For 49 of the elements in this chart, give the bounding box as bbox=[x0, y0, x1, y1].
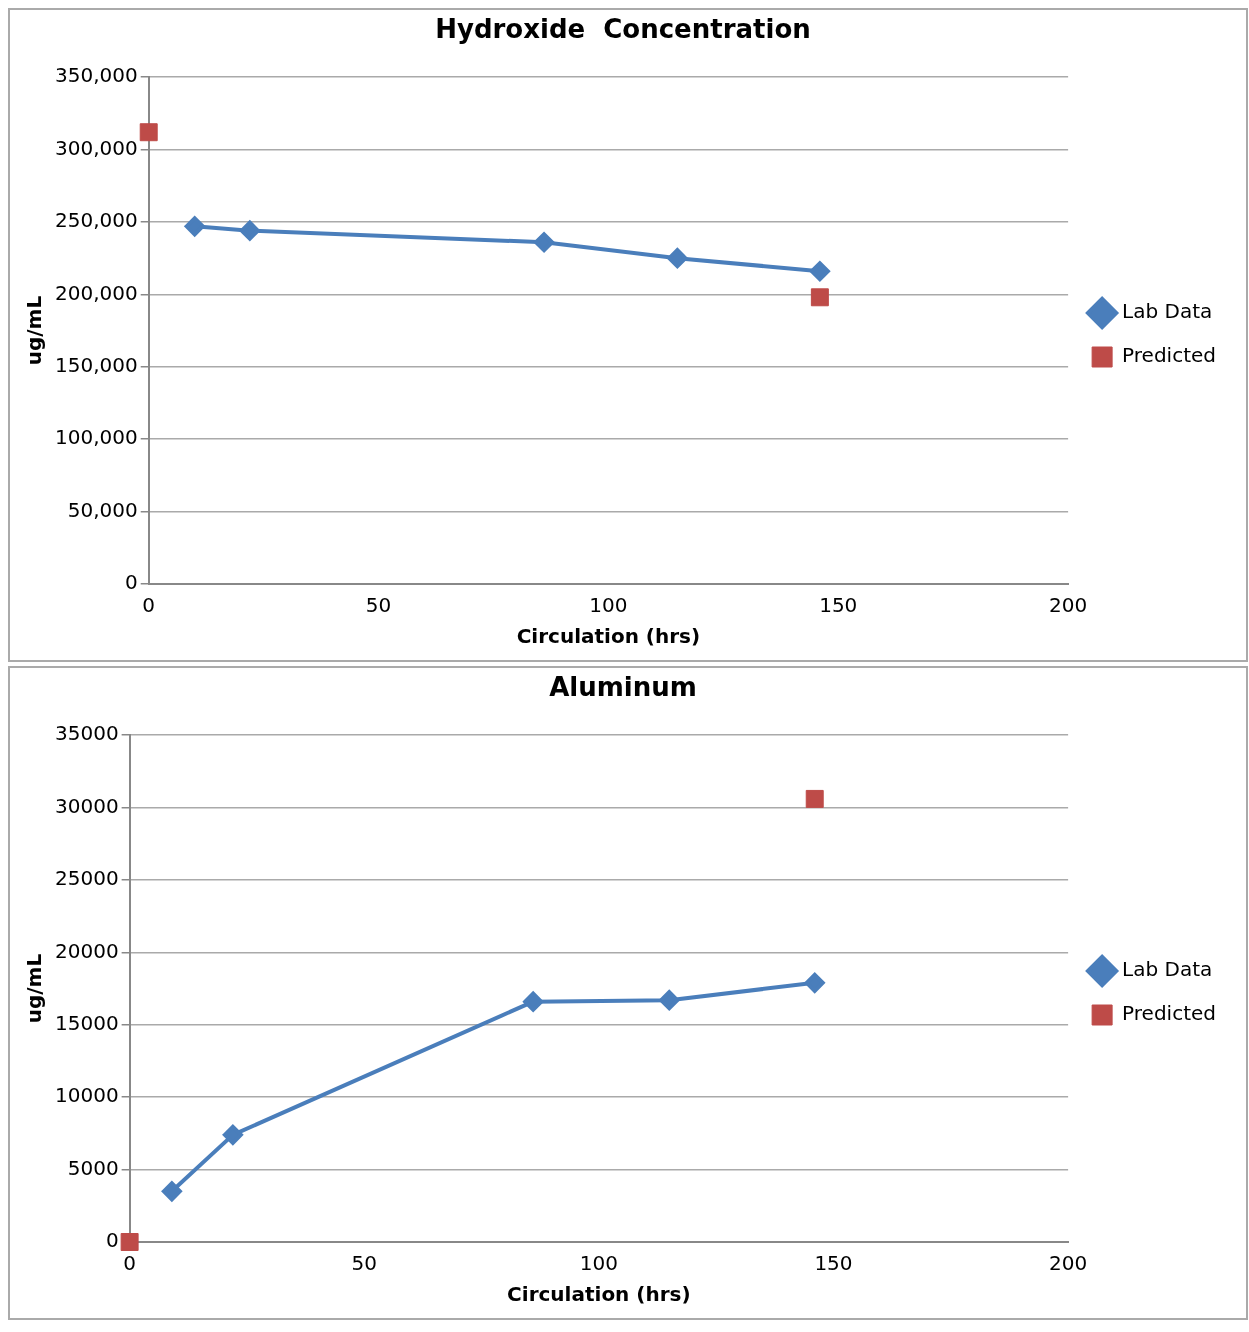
y-tick-label: 150,000 bbox=[54, 353, 138, 377]
point bbox=[667, 248, 688, 269]
x-tick-label: 150 bbox=[819, 593, 858, 618]
y-tick-label: 350,000 bbox=[54, 63, 138, 88]
y-tick-label: 250,000 bbox=[54, 208, 138, 233]
y-tick-label: 50,000 bbox=[67, 497, 138, 522]
y-tick-label: 35000 bbox=[55, 721, 119, 746]
point bbox=[184, 216, 205, 237]
chart-title: Aluminum bbox=[549, 672, 697, 703]
x-tick-label: 100 bbox=[589, 593, 628, 618]
x-tick-label: 0 bbox=[142, 593, 156, 618]
y-tick-label: 10000 bbox=[55, 1083, 119, 1108]
x-tick-label: 200 bbox=[1049, 593, 1088, 618]
point bbox=[809, 261, 830, 282]
y-tick-label: 30000 bbox=[55, 793, 119, 818]
point bbox=[120, 1233, 139, 1251]
y-tick-label: 25000 bbox=[55, 866, 119, 891]
x-axis-title: Circulation (hrs) bbox=[507, 1282, 691, 1307]
legend-label: Lab Data bbox=[1122, 957, 1213, 982]
chart-title: Hydroxide Concentration bbox=[435, 14, 811, 45]
x-axis-title: Circulation (hrs) bbox=[516, 624, 701, 649]
y-axis-title: ug/mL bbox=[22, 953, 47, 1024]
point bbox=[534, 232, 555, 253]
legend-label: Predicted bbox=[1122, 1001, 1216, 1026]
point bbox=[659, 990, 680, 1011]
point bbox=[139, 123, 158, 142]
y-axis-title: ug/mL bbox=[22, 295, 47, 366]
point bbox=[523, 991, 544, 1012]
y-tick-label: 20000 bbox=[55, 938, 119, 963]
point bbox=[161, 1181, 182, 1202]
x-tick-label: 50 bbox=[365, 593, 392, 618]
point bbox=[239, 220, 260, 241]
point bbox=[222, 1124, 243, 1145]
point bbox=[810, 288, 829, 307]
point bbox=[804, 972, 825, 993]
y-tick-label: 100,000 bbox=[54, 425, 138, 450]
legend-label: Lab Data bbox=[1122, 299, 1213, 324]
x-tick-label: 150 bbox=[814, 1251, 853, 1276]
y-tick-label: 300,000 bbox=[54, 135, 138, 160]
x-tick-label: 100 bbox=[579, 1251, 618, 1276]
y-tick-label: 5000 bbox=[67, 1155, 119, 1180]
x-tick-label: 50 bbox=[351, 1251, 377, 1276]
y-tick-label: 200,000 bbox=[54, 280, 138, 305]
legend-label: Predicted bbox=[1122, 343, 1216, 368]
y-tick-label: 15000 bbox=[55, 1011, 119, 1035]
x-tick-label: 200 bbox=[1049, 1251, 1088, 1276]
y-tick-label: 0 bbox=[105, 1228, 119, 1253]
point bbox=[805, 789, 824, 808]
y-tick-label: 0 bbox=[124, 570, 138, 595]
